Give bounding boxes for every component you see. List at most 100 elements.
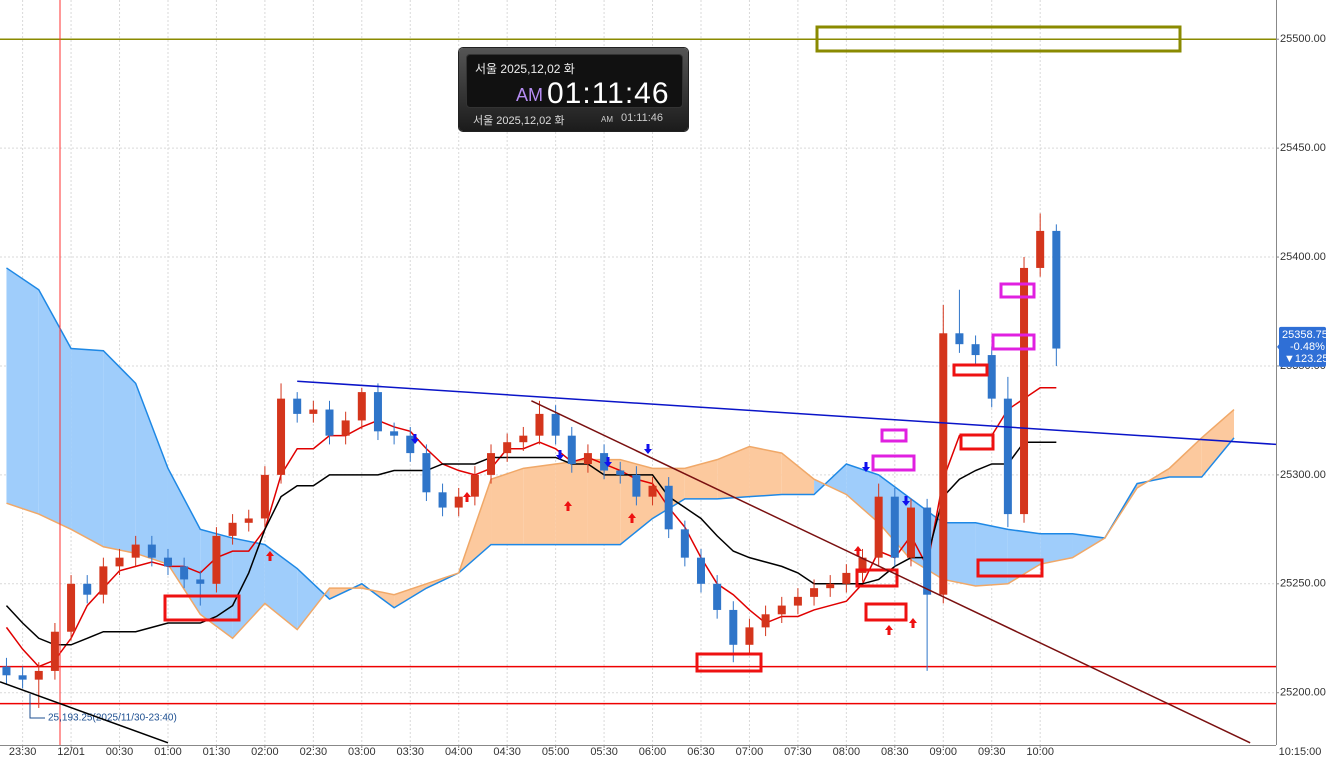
cloud-fill: [1201, 409, 1235, 478]
trend-line: [531, 400, 1251, 744]
cloud-fill: [71, 348, 104, 547]
magenta-boxes: [871, 282, 1036, 472]
candle-body: [357, 392, 366, 421]
cloud-fill: [6, 267, 39, 515]
x-tick-label: 07:30: [784, 746, 812, 758]
x-tick-label: 04:30: [493, 746, 521, 758]
candle-body: [438, 492, 447, 508]
candle-body: [955, 333, 964, 345]
candle-body: [858, 557, 867, 573]
candle-body: [18, 675, 27, 680]
cloud-fill: [297, 568, 330, 630]
up-arrow: [463, 492, 471, 502]
candle-body: [696, 557, 705, 584]
cloud-fill: [38, 289, 72, 530]
x-tick-label: 05:30: [590, 746, 618, 758]
candle-body: [648, 485, 657, 497]
candle-body: [923, 507, 932, 595]
candle-body: [196, 579, 205, 584]
candle-body: [1036, 230, 1045, 268]
cloud-fill: [1072, 533, 1105, 558]
cursor-time: 10:15:00: [1279, 746, 1322, 758]
x-tick-label: 10:00: [1026, 746, 1054, 758]
box: [695, 652, 763, 673]
down-arrow: [902, 496, 910, 506]
candle-body: [163, 557, 172, 567]
candle-body: [487, 453, 496, 475]
cloud-line: [6, 408, 1235, 640]
x-tick-label: 08:30: [881, 746, 909, 758]
candle-body: [1020, 267, 1029, 515]
cloud-fill: [1040, 533, 1073, 565]
box: [959, 433, 995, 451]
cloud-fill: [264, 544, 298, 630]
cloud-fill: [975, 522, 1008, 586]
candle-body: [939, 333, 948, 595]
cloud-fill: [846, 463, 879, 523]
x-tick-label: 23:30: [9, 746, 37, 758]
annotation-leader: [29, 694, 45, 719]
candle-body: [373, 392, 382, 432]
clock-ampm-small: AM: [601, 115, 613, 124]
up-arrow: [266, 551, 274, 561]
cloud-fill: [684, 459, 718, 499]
candle-body: [390, 431, 399, 436]
cloud-fill: [587, 459, 621, 545]
clock-ampm: AM: [516, 85, 543, 105]
sell-arrows: [411, 434, 910, 506]
candle-body: [971, 344, 980, 356]
candle-body: [325, 409, 334, 436]
down-arrow: [604, 457, 612, 467]
candle-body: [842, 572, 851, 584]
overlay-layer: 25,193.25(2025/11/30-23:40): [0, 0, 1277, 745]
price-tag-points: ▼123.25: [1284, 353, 1326, 365]
down-arrow: [862, 462, 870, 472]
clock-time-small: 01:11:46: [621, 112, 664, 124]
cloud-fill: [523, 463, 556, 545]
candle-body: [2, 666, 11, 676]
cloud-fill: [103, 350, 136, 554]
y-tick-label: 25450.00: [1280, 142, 1326, 154]
cloud-fill: [749, 446, 782, 497]
price-tag-change: -0.48%: [1290, 341, 1325, 353]
candle-body: [293, 398, 302, 414]
up-arrow: [628, 513, 636, 523]
candle-body: [503, 442, 512, 454]
candle-body: [761, 614, 770, 628]
box: [880, 428, 908, 443]
clock-time: 01:11:46: [547, 77, 670, 110]
y-axis-panel: [1276, 0, 1326, 759]
cloud-fill: [717, 446, 750, 499]
x-tick-label: 01:00: [154, 746, 182, 758]
x-tick-label: 12/01: [57, 746, 85, 758]
candle-body: [632, 474, 641, 497]
box: [864, 602, 908, 622]
up-arrow: [885, 625, 893, 635]
candle-body: [277, 398, 286, 475]
y-tick-label: 25400.00: [1280, 251, 1326, 263]
x-tick-label: 09:00: [930, 746, 958, 758]
candle-body: [1052, 230, 1061, 349]
candle-body: [535, 413, 544, 436]
candle-body: [83, 583, 92, 595]
candle-body: [131, 544, 140, 558]
highlight-boxes: [163, 363, 1044, 673]
cloud-fill: [1169, 437, 1202, 478]
candle-body: [50, 631, 59, 671]
clock-widget: 서울 2025,12,02 화 AM 01:11:46 서울 2025,12,0…: [459, 48, 688, 131]
candle-body: [260, 474, 269, 519]
candle-body: [567, 435, 576, 464]
candle-body: [680, 529, 689, 558]
price-tag-value: 25358.75: [1282, 329, 1326, 341]
x-axis-panel: [0, 745, 1326, 759]
cloud-fill: [394, 583, 427, 608]
x-tick-label: 02:00: [251, 746, 279, 758]
candle-body: [1003, 398, 1012, 515]
price-tag-pointer: [1277, 341, 1281, 352]
candle-body: [583, 453, 592, 464]
cloud-fill: [232, 538, 265, 639]
candle-body: [115, 557, 124, 567]
candle-body: [212, 535, 221, 584]
candle-body: [551, 413, 560, 436]
x-tick-label: 09:30: [978, 746, 1006, 758]
